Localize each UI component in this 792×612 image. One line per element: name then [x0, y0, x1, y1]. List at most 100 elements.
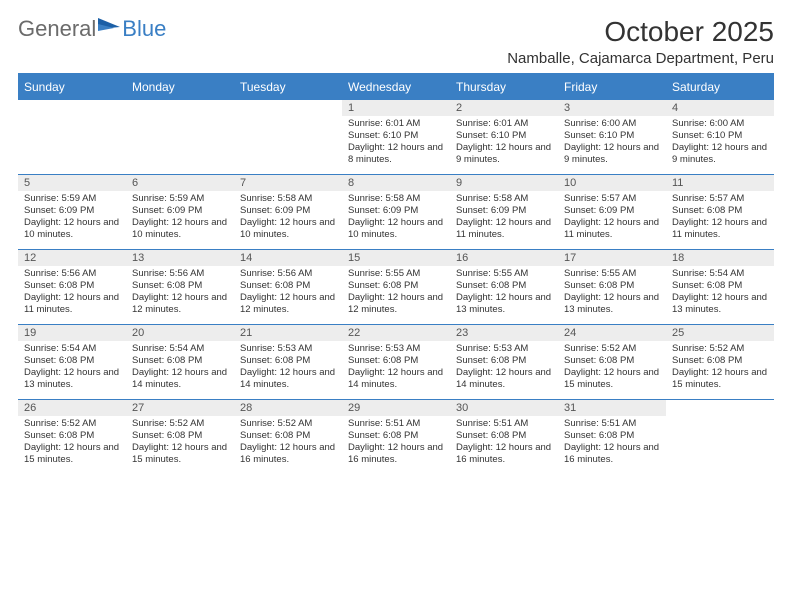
calendar-cell: 20Sunrise: 5:54 AMSunset: 6:08 PMDayligh… [126, 325, 234, 400]
calendar-cell: 23Sunrise: 5:53 AMSunset: 6:08 PMDayligh… [450, 325, 558, 400]
daylight-text: Daylight: 12 hours and 11 minutes. [24, 292, 120, 316]
calendar-cell: 29Sunrise: 5:51 AMSunset: 6:08 PMDayligh… [342, 400, 450, 475]
sunset-text: Sunset: 6:09 PM [240, 205, 336, 217]
daylight-text: Daylight: 12 hours and 9 minutes. [672, 142, 768, 166]
calendar-cell: 2Sunrise: 6:01 AMSunset: 6:10 PMDaylight… [450, 100, 558, 175]
day-header: Sunday [18, 74, 126, 100]
day-number: 31 [558, 400, 666, 416]
sunset-text: Sunset: 6:09 PM [456, 205, 552, 217]
day-details [126, 104, 234, 162]
sunrise-text: Sunrise: 5:58 AM [240, 193, 336, 205]
sunset-text: Sunset: 6:09 PM [24, 205, 120, 217]
sunset-text: Sunset: 6:09 PM [132, 205, 228, 217]
day-header: Tuesday [234, 74, 342, 100]
day-header: Friday [558, 74, 666, 100]
sunrise-text: Sunrise: 5:56 AM [132, 268, 228, 280]
calendar-cell [18, 100, 126, 175]
sunrise-text: Sunrise: 5:51 AM [348, 418, 444, 430]
calendar-cell: 9Sunrise: 5:58 AMSunset: 6:09 PMDaylight… [450, 175, 558, 250]
day-number: 18 [666, 250, 774, 266]
sunrise-text: Sunrise: 5:57 AM [672, 193, 768, 205]
day-number: 27 [126, 400, 234, 416]
daylight-text: Daylight: 12 hours and 10 minutes. [24, 217, 120, 241]
calendar-cell: 28Sunrise: 5:52 AMSunset: 6:08 PMDayligh… [234, 400, 342, 475]
sunset-text: Sunset: 6:08 PM [672, 355, 768, 367]
month-title: October 2025 [507, 16, 774, 48]
day-number: 10 [558, 175, 666, 191]
sunset-text: Sunset: 6:08 PM [132, 280, 228, 292]
calendar-cell: 27Sunrise: 5:52 AMSunset: 6:08 PMDayligh… [126, 400, 234, 475]
day-details: Sunrise: 5:53 AMSunset: 6:08 PMDaylight:… [450, 341, 558, 399]
sunset-text: Sunset: 6:08 PM [456, 355, 552, 367]
title-block: October 2025 Namballe, Cajamarca Departm… [507, 16, 774, 67]
day-number: 6 [126, 175, 234, 191]
daylight-text: Daylight: 12 hours and 14 minutes. [348, 367, 444, 391]
day-details: Sunrise: 5:52 AMSunset: 6:08 PMDaylight:… [126, 416, 234, 474]
day-details: Sunrise: 5:58 AMSunset: 6:09 PMDaylight:… [342, 191, 450, 249]
daylight-text: Daylight: 12 hours and 14 minutes. [132, 367, 228, 391]
day-header: Thursday [450, 74, 558, 100]
daylight-text: Daylight: 12 hours and 10 minutes. [132, 217, 228, 241]
sunrise-text: Sunrise: 5:59 AM [24, 193, 120, 205]
day-details [18, 104, 126, 162]
calendar-cell: 16Sunrise: 5:55 AMSunset: 6:08 PMDayligh… [450, 250, 558, 325]
day-number: 12 [18, 250, 126, 266]
day-details: Sunrise: 5:54 AMSunset: 6:08 PMDaylight:… [666, 266, 774, 324]
calendar-cell: 22Sunrise: 5:53 AMSunset: 6:08 PMDayligh… [342, 325, 450, 400]
day-details: Sunrise: 6:00 AMSunset: 6:10 PMDaylight:… [666, 116, 774, 174]
sunrise-text: Sunrise: 5:51 AM [456, 418, 552, 430]
daylight-text: Daylight: 12 hours and 14 minutes. [240, 367, 336, 391]
sunset-text: Sunset: 6:08 PM [132, 430, 228, 442]
sunset-text: Sunset: 6:08 PM [456, 430, 552, 442]
day-number: 13 [126, 250, 234, 266]
day-number: 19 [18, 325, 126, 341]
sunset-text: Sunset: 6:10 PM [456, 130, 552, 142]
logo: General Blue [18, 16, 166, 42]
day-number: 22 [342, 325, 450, 341]
sunrise-text: Sunrise: 5:56 AM [24, 268, 120, 280]
logo-text-blue: Blue [122, 16, 166, 42]
calendar-cell: 30Sunrise: 5:51 AMSunset: 6:08 PMDayligh… [450, 400, 558, 475]
daylight-text: Daylight: 12 hours and 9 minutes. [456, 142, 552, 166]
calendar-cell: 3Sunrise: 6:00 AMSunset: 6:10 PMDaylight… [558, 100, 666, 175]
sunrise-text: Sunrise: 5:54 AM [672, 268, 768, 280]
day-number: 21 [234, 325, 342, 341]
sunrise-text: Sunrise: 5:57 AM [564, 193, 660, 205]
calendar-cell: 15Sunrise: 5:55 AMSunset: 6:08 PMDayligh… [342, 250, 450, 325]
sunrise-text: Sunrise: 6:00 AM [564, 118, 660, 130]
calendar-cell: 19Sunrise: 5:54 AMSunset: 6:08 PMDayligh… [18, 325, 126, 400]
day-number: 4 [666, 100, 774, 116]
sunrise-text: Sunrise: 5:59 AM [132, 193, 228, 205]
sunset-text: Sunset: 6:08 PM [564, 430, 660, 442]
sunrise-text: Sunrise: 5:54 AM [24, 343, 120, 355]
sunrise-text: Sunrise: 6:01 AM [456, 118, 552, 130]
sunset-text: Sunset: 6:08 PM [456, 280, 552, 292]
calendar-cell: 13Sunrise: 5:56 AMSunset: 6:08 PMDayligh… [126, 250, 234, 325]
day-details: Sunrise: 5:55 AMSunset: 6:08 PMDaylight:… [558, 266, 666, 324]
sunset-text: Sunset: 6:08 PM [348, 355, 444, 367]
day-number: 16 [450, 250, 558, 266]
sunset-text: Sunset: 6:08 PM [348, 430, 444, 442]
day-number: 23 [450, 325, 558, 341]
calendar-table: Sunday Monday Tuesday Wednesday Thursday… [18, 73, 774, 474]
sunset-text: Sunset: 6:08 PM [672, 205, 768, 217]
calendar-week-row: 26Sunrise: 5:52 AMSunset: 6:08 PMDayligh… [18, 400, 774, 475]
day-details [234, 104, 342, 162]
sunset-text: Sunset: 6:10 PM [348, 130, 444, 142]
calendar-cell: 5Sunrise: 5:59 AMSunset: 6:09 PMDaylight… [18, 175, 126, 250]
daylight-text: Daylight: 12 hours and 11 minutes. [456, 217, 552, 241]
sunrise-text: Sunrise: 5:52 AM [24, 418, 120, 430]
sunset-text: Sunset: 6:08 PM [24, 355, 120, 367]
calendar-cell: 7Sunrise: 5:58 AMSunset: 6:09 PMDaylight… [234, 175, 342, 250]
day-details: Sunrise: 6:01 AMSunset: 6:10 PMDaylight:… [342, 116, 450, 174]
sunset-text: Sunset: 6:10 PM [564, 130, 660, 142]
calendar-cell: 8Sunrise: 5:58 AMSunset: 6:09 PMDaylight… [342, 175, 450, 250]
sunset-text: Sunset: 6:08 PM [24, 430, 120, 442]
day-details: Sunrise: 5:58 AMSunset: 6:09 PMDaylight:… [450, 191, 558, 249]
sunrise-text: Sunrise: 5:53 AM [240, 343, 336, 355]
day-number: 29 [342, 400, 450, 416]
day-details: Sunrise: 5:53 AMSunset: 6:08 PMDaylight:… [342, 341, 450, 399]
location-subtitle: Namballe, Cajamarca Department, Peru [507, 50, 774, 67]
day-details: Sunrise: 6:01 AMSunset: 6:10 PMDaylight:… [450, 116, 558, 174]
sunset-text: Sunset: 6:08 PM [240, 430, 336, 442]
